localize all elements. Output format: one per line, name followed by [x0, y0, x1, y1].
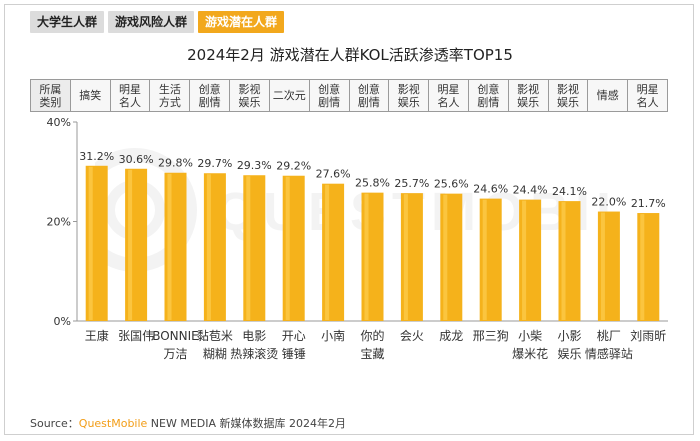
bar-highlight: [364, 193, 369, 320]
bar-value-label: 25.6%: [434, 178, 469, 191]
bar-value-label: 27.6%: [316, 168, 351, 181]
bar-highlight: [128, 169, 133, 320]
kol-category-table: 所属 类别 搞笑 明星 名人 生活 方式 创意 剧情 影视 娱乐 二次元 创意 剧情 创意 剧…: [30, 79, 668, 112]
chart-title: 2024年2月 游戏潜在人群KOL活跃渗透率TOP15: [187, 46, 513, 64]
x-tick-label: 桃厂情感驿站: [585, 328, 633, 361]
source-text: NEW MEDIA 新媒体数据库 2024年2月: [147, 417, 347, 430]
x-tick-label: 邢三狗: [473, 329, 509, 343]
bar-highlight: [403, 194, 408, 320]
kol-category-row: 所属 类别 搞笑 明星 名人 生活 方式 创意 剧情 影视 娱乐 二次元 创意 剧情 创意 剧…: [30, 79, 668, 112]
x-tick-label: 刘雨昕: [630, 329, 666, 343]
bar-highlight: [443, 194, 448, 320]
bar-highlight: [325, 184, 330, 320]
tab-college-students[interactable]: 大学生人群: [30, 11, 105, 33]
x-tick-label: 小柴爆米花: [512, 329, 548, 361]
y-tick-label: 0%: [54, 315, 71, 328]
bar-value-label: 21.7%: [631, 197, 666, 210]
x-tick-label: 成龙: [439, 329, 463, 343]
y-tick-label: 20%: [47, 216, 71, 229]
kol-category-cell: 情感: [587, 79, 629, 112]
bar-highlight: [167, 173, 172, 320]
kol-category-cell: 创意 剧情: [348, 79, 390, 112]
source-brand: QuestMobile: [78, 417, 148, 430]
bar-value-label: 25.7%: [394, 177, 429, 190]
kol-category-cell: 明星 名人: [627, 79, 668, 112]
kol-category-cell: 影视 娱乐: [547, 79, 589, 112]
bar-highlight: [561, 202, 566, 320]
bar-value-label: 29.3%: [237, 159, 272, 172]
x-tick-label: 张国伟: [118, 329, 154, 343]
x-tick-label: 小影娱乐: [557, 329, 581, 361]
x-tick-label: 会火: [400, 329, 424, 343]
bar-highlight: [206, 174, 211, 320]
kol-category-cell: 明星 名人: [109, 79, 151, 112]
x-tick-label: 你的宝藏: [360, 328, 384, 361]
kol-category-cell: 明星 名人: [428, 79, 469, 112]
category-header-cell: 所属 类别: [30, 79, 71, 112]
bar-highlight: [640, 214, 645, 320]
kol-category-cell: 创意 剧情: [308, 79, 350, 112]
bar-highlight: [600, 212, 605, 320]
bar-value-label: 30.6%: [119, 153, 154, 166]
kol-category-cell: 影视 娱乐: [507, 79, 549, 112]
x-tick-label: 王康: [85, 328, 109, 343]
bar-highlight: [285, 176, 290, 320]
x-tick-label: 黏苞米糊糊: [197, 329, 233, 361]
bar-highlight: [88, 166, 93, 320]
source-note: Source：QuestMobile NEW MEDIA 新媒体数据库 2024…: [30, 415, 346, 431]
tab-gaming-risk[interactable]: 游戏风险人群: [108, 11, 195, 33]
bar-value-label: 22.0%: [591, 196, 626, 209]
bar-value-label: 31.2%: [79, 150, 114, 163]
segment-tabs: 大学生人群 游戏风险人群 游戏潜在人群: [30, 11, 285, 33]
kol-category-cell: 创意 剧情: [467, 79, 509, 112]
bar-value-label: 24.4%: [513, 184, 548, 197]
bar-value-label: 24.1%: [552, 185, 587, 198]
kol-category-cell: 影视 娱乐: [388, 79, 430, 112]
bar-highlight: [522, 200, 527, 320]
bar-value-label: 25.8%: [355, 177, 390, 190]
bar-value-label: 24.6%: [473, 183, 508, 196]
y-tick-label: 40%: [47, 116, 71, 129]
x-tick-label: 电影热辣滚烫: [230, 329, 278, 361]
tab-gaming-potential[interactable]: 游戏潜在人群: [198, 11, 285, 33]
bar-value-label: 29.8%: [158, 157, 193, 170]
x-tick-label: 小南: [321, 328, 345, 343]
bar-highlight: [246, 176, 251, 320]
source-prefix: Source：: [30, 417, 79, 430]
x-tick-label: 开心锤锤: [282, 329, 306, 361]
kol-category-cell: 创意 剧情: [189, 79, 231, 112]
x-tick-label: BONNIE 万洁: [152, 329, 199, 361]
chart-frame: [4, 4, 694, 435]
bar-value-label: 29.7%: [197, 157, 232, 170]
kol-category-cell: 搞笑: [69, 79, 111, 112]
bar-highlight: [482, 199, 487, 320]
bar-value-label: 29.2%: [276, 160, 311, 173]
kol-category-cell: 二次元: [268, 79, 310, 112]
